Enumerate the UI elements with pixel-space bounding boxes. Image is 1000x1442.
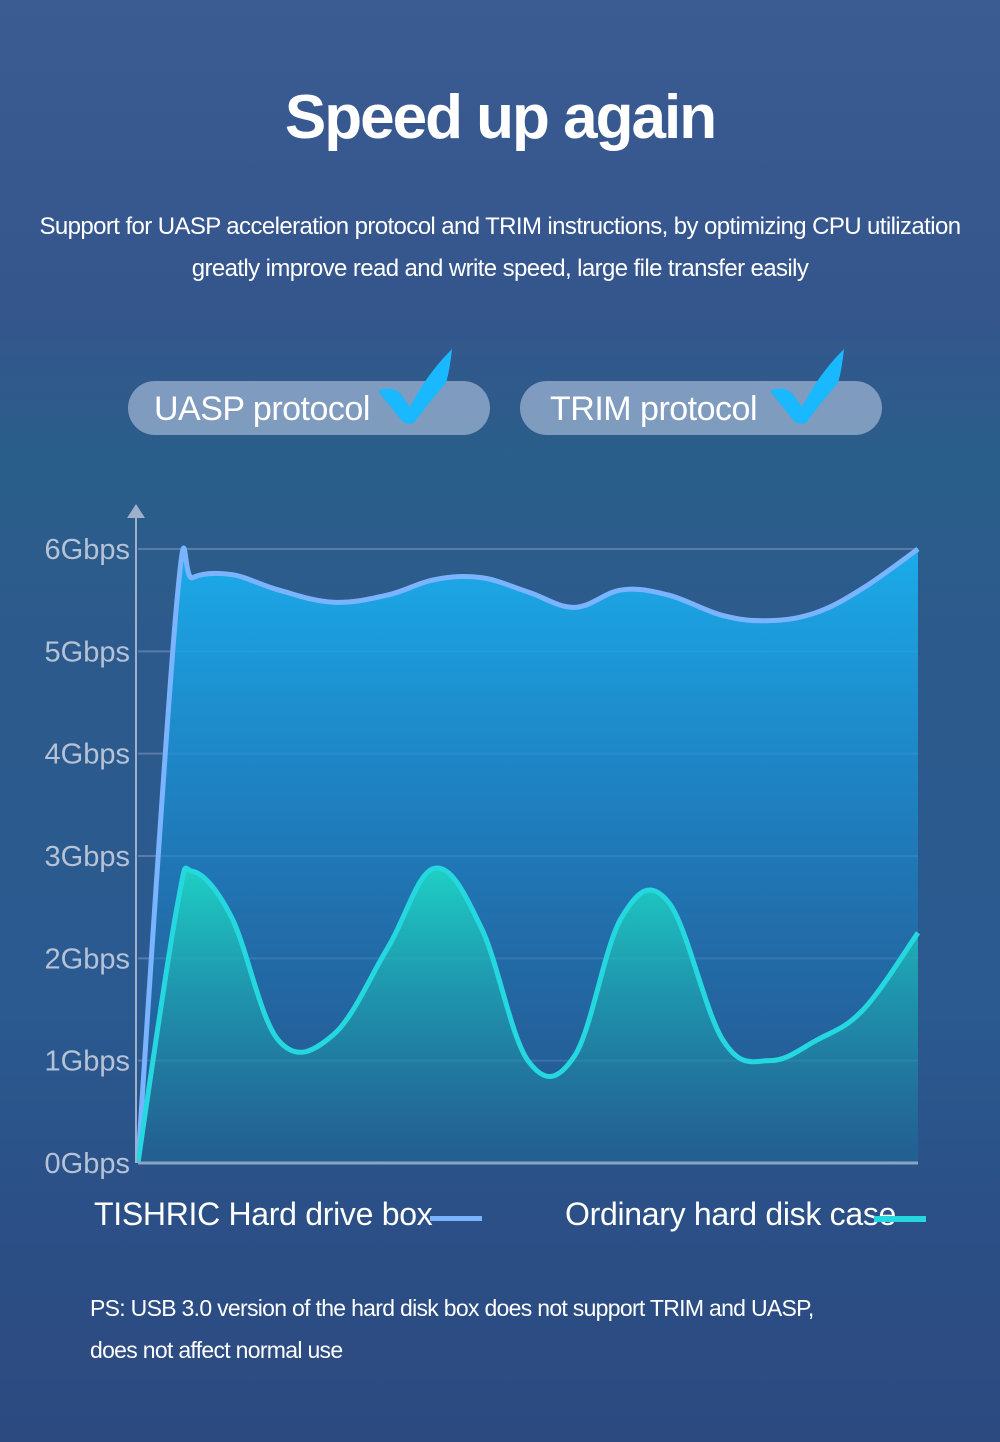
series-line-tishric bbox=[135, 545, 920, 1164]
trim-protocol-label: TRIM protocol bbox=[550, 390, 758, 428]
uasp-protocol-badge: UASP protocol bbox=[128, 349, 490, 435]
legend-swatch-ordinary bbox=[874, 1216, 926, 1222]
uasp-protocol-label: UASP protocol bbox=[154, 390, 370, 428]
footnote-line-1: PS: USB 3.0 version of the hard disk box… bbox=[90, 1295, 814, 1321]
subtitle-line-1: Support for UASP acceleration protocol a… bbox=[39, 213, 962, 240]
subtitle: Support for UASP acceleration protocol a… bbox=[20, 206, 980, 290]
subtitle-line-2: greatly improve read and write speed, la… bbox=[191, 255, 809, 282]
speed-chart: 0Gbps 1Gbps 2Gbps 3Gbps 4Gbps 5Gbps 6Gbps bbox=[45, 504, 921, 1180]
y-tick-label: 2Gbps bbox=[45, 943, 130, 975]
checkmark-icon bbox=[378, 349, 452, 424]
checkmark-icon bbox=[770, 349, 844, 424]
series-line-ordinary bbox=[135, 865, 921, 1164]
series-area-tishric bbox=[138, 547, 918, 1163]
y-tick-label: 1Gbps bbox=[45, 1046, 130, 1078]
footnote: PS: USB 3.0 version of the hard disk box… bbox=[90, 1287, 950, 1371]
footnote-line-2: does not affect normal use bbox=[90, 1337, 343, 1363]
y-tick-label: 4Gbps bbox=[45, 739, 130, 771]
legend-label-tishric: TISHRIC Hard drive box bbox=[94, 1196, 433, 1232]
y-axis-arrow bbox=[127, 504, 145, 518]
y-tick-label: 3Gbps bbox=[45, 841, 130, 873]
series-area-ordinary bbox=[138, 867, 918, 1163]
y-tick-label: 5Gbps bbox=[45, 636, 130, 668]
legend-label-ordinary: Ordinary hard disk case bbox=[565, 1196, 897, 1232]
legend-swatch-tishric bbox=[430, 1216, 482, 1221]
y-tick-label: 6Gbps bbox=[45, 534, 130, 566]
trim-protocol-badge: TRIM protocol bbox=[520, 349, 882, 435]
page-title: Speed up again bbox=[284, 83, 717, 152]
y-tick-label: 0Gbps bbox=[45, 1148, 130, 1180]
